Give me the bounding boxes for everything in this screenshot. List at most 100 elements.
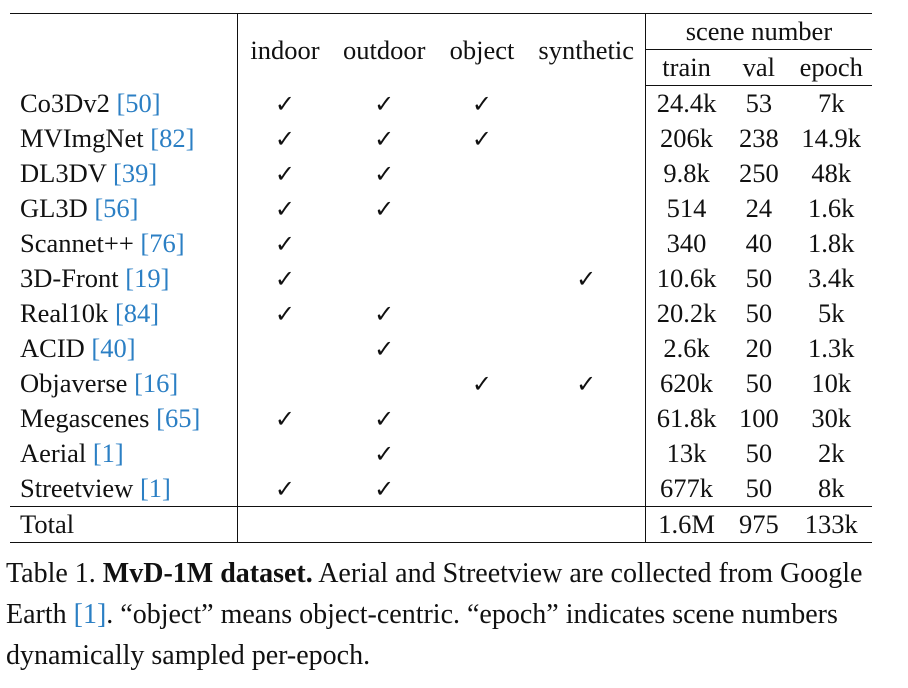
train-count: 13k: [666, 438, 707, 469]
epoch-count: 7k: [817, 88, 845, 119]
outdoor-cell: ✓: [332, 296, 436, 331]
synthetic-cell: [527, 296, 646, 331]
dataset-name: 3D-Front: [20, 263, 126, 294]
caption-text-part1: Aerial and Streetview are collected from…: [6, 558, 863, 630]
total-indoor-cell: [237, 506, 333, 543]
checkmark-icon: ✓: [471, 125, 493, 154]
train-count: 2.6k: [663, 333, 710, 364]
table-body: Co3Dv2 [50] ✓ ✓ ✓ 24.4k 53 7k MVImgNet [82] ✓ ✓ ✓ 2…: [10, 85, 872, 507]
table-row: DL3DV [39] ✓ ✓ 9.8k 250 48k: [10, 156, 872, 191]
checkmark-icon: ✓: [374, 440, 395, 469]
caption-label: Table 1.: [6, 558, 103, 589]
object-cell: [436, 436, 527, 471]
dataset-name: ACID: [20, 333, 92, 364]
epoch-count: 1.3k: [808, 333, 855, 364]
total-synthetic-cell: [527, 506, 646, 543]
outdoor-cell: ✓: [332, 156, 436, 191]
dataset-name-cell: ACID [40]: [10, 331, 238, 366]
dataset-name: Objaverse: [20, 368, 135, 399]
table-row: ACID [40] ✓ 2.6k 20 1.3k: [10, 331, 872, 366]
checkmark-icon: ✓: [471, 370, 493, 399]
dataset-citation-link[interactable]: [82]: [150, 123, 195, 154]
object-cell: ✓: [436, 86, 527, 122]
outdoor-cell: ✓: [332, 331, 436, 366]
epoch-count: 48k: [811, 158, 852, 189]
table-row: Megascenes [65] ✓ ✓ 61.8k 100 30k: [10, 401, 872, 436]
indoor-cell: ✓: [237, 191, 332, 226]
synthetic-cell: [527, 331, 646, 366]
dataset-name-cell: DL3DV [39]: [10, 156, 238, 191]
table-row: Streetview [1] ✓ ✓ 677k 50 8k: [10, 471, 872, 507]
synthetic-cell: [527, 121, 646, 156]
checkmark-icon: ✓: [374, 300, 395, 329]
table-row: Scannet++ [76] ✓ 340 40 1.8k: [10, 226, 872, 261]
dataset-citation-link[interactable]: [16]: [134, 368, 179, 399]
checkmark-icon: ✓: [274, 125, 296, 154]
val-count: 50: [745, 473, 773, 504]
checkmark-icon: ✓: [374, 160, 395, 189]
outdoor-cell: ✓: [332, 401, 436, 436]
dataset-citation-link[interactable]: [39]: [113, 158, 158, 189]
val-count: 100: [738, 403, 779, 434]
val-count: 24: [745, 193, 773, 224]
epoch-count: 14.9k: [801, 123, 862, 154]
train-count: 9.8k: [663, 158, 710, 189]
dataset-citation-link[interactable]: [1]: [92, 438, 124, 469]
table-row: MVImgNet [82] ✓ ✓ ✓ 206k 238 14.9k: [10, 121, 872, 156]
dataset-name: Scannet++: [20, 228, 141, 259]
val-count: 50: [745, 438, 773, 469]
table-row: Aerial [1] ✓ 13k 50 2k: [10, 436, 872, 471]
dataset-citation-link[interactable]: [1]: [139, 473, 171, 504]
table-caption: Table 1. MvD-1M dataset. Aerial and Stre…: [6, 553, 898, 676]
object-cell: [436, 191, 527, 226]
dataset-citation-link[interactable]: [76]: [140, 228, 185, 259]
epoch-count: 3.4k: [808, 263, 855, 294]
header-object: object: [436, 13, 528, 86]
train-count: 61.8k: [656, 403, 717, 434]
checkmark-icon: ✓: [274, 265, 296, 294]
synthetic-cell: [527, 156, 646, 191]
dataset-citation-link[interactable]: [65]: [156, 403, 201, 434]
object-cell: ✓: [436, 121, 527, 156]
table-row: Co3Dv2 [50] ✓ ✓ ✓ 24.4k 53 7k: [10, 85, 872, 122]
outdoor-cell: ✓: [332, 471, 436, 507]
header-row-bottom: train val epoch: [10, 49, 872, 86]
outdoor-cell: ✓: [332, 191, 436, 226]
dataset-name-header: [10, 13, 238, 86]
caption-citation-link[interactable]: [1]: [73, 599, 107, 630]
checkmark-icon: ✓: [274, 160, 296, 189]
outdoor-cell: ✓: [332, 121, 436, 156]
checkmark-icon: ✓: [374, 405, 395, 434]
train-count: 514: [666, 193, 707, 224]
dataset-name-cell: 3D-Front [19]: [10, 261, 238, 296]
checkmark-icon: ✓: [374, 335, 395, 364]
header-outdoor: outdoor: [332, 13, 437, 86]
dataset-name-cell: Megascenes [65]: [10, 401, 238, 436]
checkmark-icon: ✓: [471, 90, 493, 118]
dataset-citation-link[interactable]: [50]: [116, 88, 161, 118]
object-cell: [436, 261, 527, 296]
indoor-cell: ✓: [237, 261, 332, 296]
dataset-table-container: indoor outdoor object synthetic scene nu…: [10, 13, 872, 543]
dataset-citation-link[interactable]: [40]: [91, 333, 136, 364]
header-epoch: epoch: [790, 49, 872, 86]
total-object-cell: [436, 506, 528, 543]
table-row: 3D-Front [19] ✓ ✓ 10.6k 50 3.4k: [10, 261, 872, 296]
synthetic-cell: ✓: [527, 261, 646, 296]
epoch-count: 2k: [817, 438, 845, 469]
epoch-count: 5k: [817, 298, 845, 329]
dataset-citation-link[interactable]: [56]: [94, 193, 139, 224]
checkmark-icon: ✓: [374, 125, 395, 154]
dataset-citation-link[interactable]: [84]: [114, 298, 160, 329]
header-row-top: indoor outdoor object synthetic scene nu…: [10, 13, 872, 86]
outdoor-cell: [332, 366, 436, 401]
train-count: 24.4k: [656, 88, 717, 119]
header-val: val: [727, 49, 791, 86]
val-count: 20: [745, 333, 773, 364]
indoor-cell: ✓: [237, 401, 332, 436]
object-cell: [436, 226, 527, 261]
checkmark-icon: ✓: [274, 90, 296, 118]
dataset-citation-link[interactable]: [19]: [125, 263, 170, 294]
val-count: 50: [745, 298, 773, 329]
header-scene-number: scene number: [645, 13, 872, 50]
